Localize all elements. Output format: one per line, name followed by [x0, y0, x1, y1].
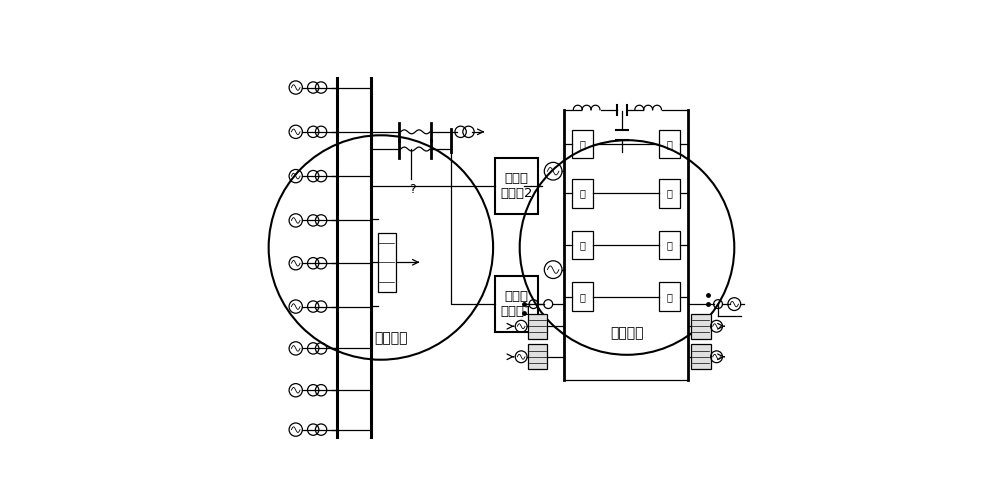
Bar — [659, 283, 680, 311]
Bar — [378, 233, 396, 292]
Bar — [528, 345, 547, 369]
Bar — [495, 276, 538, 333]
Bar — [659, 231, 680, 259]
Bar — [691, 314, 711, 339]
Bar — [659, 130, 680, 158]
Text: 本: 本 — [580, 240, 586, 250]
Text: ?: ? — [409, 183, 416, 196]
Text: 机电子网: 机电子网 — [374, 332, 407, 346]
Bar — [691, 345, 711, 369]
Bar — [659, 179, 680, 207]
Text: 本: 本 — [580, 292, 586, 302]
Bar — [572, 283, 593, 311]
Text: 本: 本 — [580, 139, 586, 149]
Bar — [572, 179, 593, 207]
Bar — [495, 158, 538, 214]
Text: 电磁子网: 电磁子网 — [610, 327, 644, 341]
Bar — [572, 231, 593, 259]
Text: 束: 束 — [666, 189, 672, 198]
Bar — [528, 314, 547, 339]
Text: 本: 本 — [580, 189, 586, 198]
Text: 束: 束 — [666, 139, 672, 149]
Text: 束: 束 — [666, 292, 672, 302]
Text: 混合仿
真接口1: 混合仿 真接口1 — [500, 290, 533, 318]
Bar — [572, 130, 593, 158]
Text: 混合仿
真接口2: 混合仿 真接口2 — [500, 172, 533, 200]
Text: 束: 束 — [666, 240, 672, 250]
